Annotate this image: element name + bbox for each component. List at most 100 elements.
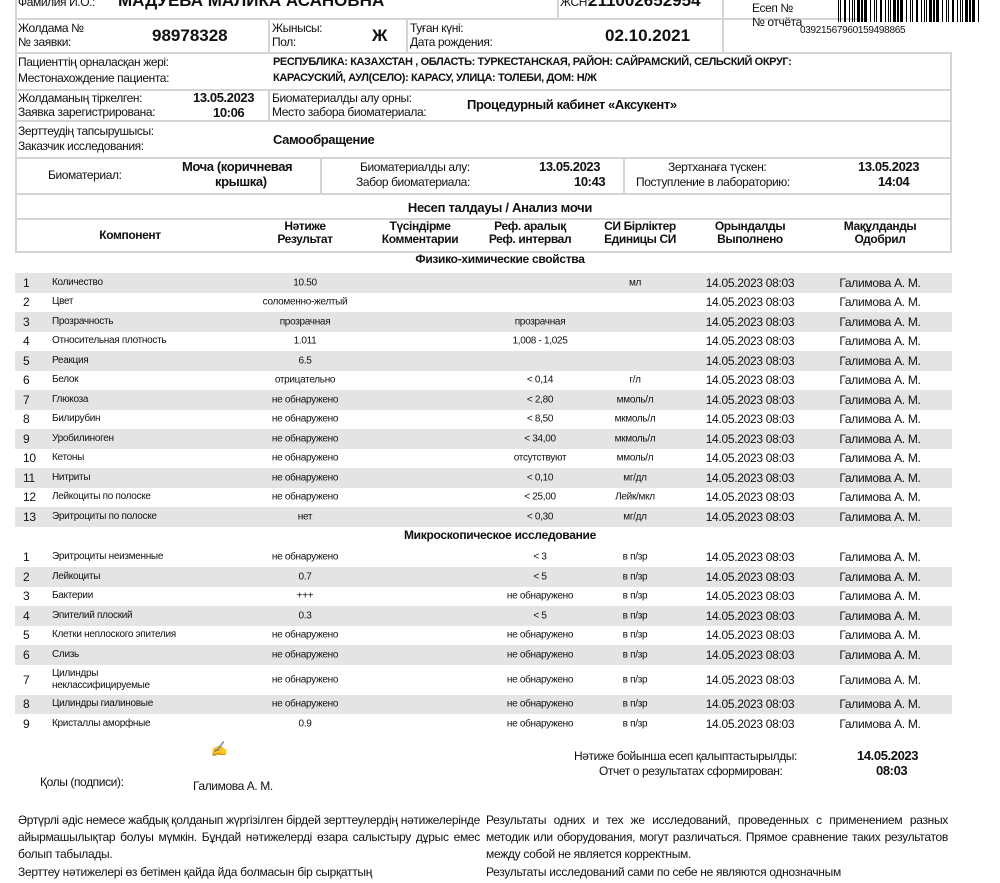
cell-c: Эритроциты по полоске bbox=[52, 510, 157, 522]
formed-label-ru: Отчет о результатах сформирован: bbox=[599, 764, 783, 778]
table-row: 9 Кристаллы аморфные 0.9 не обнаружено в п/з… bbox=[15, 714, 952, 734]
table-row: 7 Глюкоза не обнаружено < 2,80 ммоль/л 14.05.… bbox=[15, 390, 952, 410]
cell-u: мг/дл bbox=[623, 511, 647, 523]
cell-p: Галимова А. М. bbox=[839, 608, 921, 623]
divider bbox=[557, 0, 559, 18]
column-header-ru: Реф. интервал bbox=[488, 232, 572, 246]
barcode-bar bbox=[962, 0, 963, 22]
cell-n: 3 bbox=[23, 589, 30, 604]
cell-n: 6 bbox=[23, 647, 30, 662]
cell-u: в п/зр bbox=[622, 610, 648, 622]
cell-f: < 2,80 bbox=[526, 394, 554, 406]
barcode-bar bbox=[933, 0, 935, 22]
cell-n: 6 bbox=[23, 373, 30, 388]
cell-r: прозрачная bbox=[279, 316, 331, 328]
cell-p: Галимова А. М. bbox=[839, 672, 921, 687]
column-header-kz: Реф. аралық bbox=[494, 219, 566, 233]
barcode-bar bbox=[900, 0, 903, 22]
divider bbox=[722, 0, 724, 52]
column-header-kz: СИ Бірліктер bbox=[604, 219, 676, 233]
place-label-ru: Место забора биоматериала: bbox=[272, 105, 427, 119]
cell-d: 14.05.2023 08:03 bbox=[705, 550, 795, 565]
cell-d: 14.05.2023 08:03 bbox=[705, 334, 795, 349]
cell-u: мл bbox=[628, 277, 642, 289]
divider bbox=[406, 18, 408, 52]
customer-label-ru: Заказчик исследования: bbox=[18, 139, 144, 153]
cell-p: Галимова А. М. bbox=[839, 490, 921, 505]
cell-d: 14.05.2023 08:03 bbox=[705, 412, 795, 427]
barcode-bar bbox=[921, 0, 922, 22]
barcode-bar bbox=[844, 0, 846, 22]
request-label-ru: № заявки: bbox=[18, 35, 71, 49]
cell-d: 14.05.2023 08:03 bbox=[705, 509, 795, 524]
cell-p: Галимова А. М. bbox=[839, 589, 921, 604]
request-label-kz: Жолдама № bbox=[18, 21, 84, 35]
biomaterial-label: Биоматериал: bbox=[48, 168, 122, 182]
table-row: 6 Белок отрицательно < 0,14 г/л 14.05.2023 08… bbox=[15, 371, 952, 391]
table-row: 4 Эпителий плоский 0.3 < 5 в п/зр 14.05.2023 … bbox=[15, 606, 952, 626]
column-header-kz: Нәтиже bbox=[284, 219, 326, 233]
patient-name: МАДУЕВА МАЛИКА АСАНОВНА bbox=[118, 0, 385, 10]
cell-n: 1 bbox=[23, 275, 30, 290]
cell-u: мг/дл bbox=[623, 472, 647, 484]
formed-time: 08:03 bbox=[876, 763, 908, 778]
divider bbox=[268, 18, 270, 52]
table-row: 5 Реакция 6.5 14.05.2023 08:03 Галимова А. М… bbox=[15, 351, 952, 371]
cell-n: 13 bbox=[23, 509, 36, 524]
cell-f: прозрачная bbox=[514, 316, 566, 328]
disclaimer-ru: Результаты одних и тех же исследований, … bbox=[486, 813, 948, 861]
cell-d: 14.05.2023 08:03 bbox=[705, 647, 795, 662]
barcode-bar bbox=[929, 0, 932, 22]
cell-n: 8 bbox=[23, 697, 30, 712]
cell-c: Прозрачность bbox=[52, 315, 114, 327]
divider bbox=[15, 193, 952, 195]
collect-label-ru: Забор биоматериала: bbox=[356, 175, 470, 189]
cell-n: 12 bbox=[23, 490, 36, 505]
barcode-bar bbox=[948, 0, 949, 22]
cell-f: < 0,10 bbox=[526, 472, 554, 484]
barcode-bar bbox=[960, 0, 961, 22]
cell-d: 14.05.2023 08:03 bbox=[705, 672, 795, 687]
cell-d: 14.05.2023 08:03 bbox=[705, 392, 795, 407]
cell-n: 7 bbox=[23, 392, 30, 407]
barcode-bar bbox=[874, 0, 875, 22]
barcode-bar bbox=[952, 0, 954, 22]
cell-c: Цвет bbox=[52, 296, 74, 308]
table-row: 2 Цвет соломенно-желтый 14.05.2023 08:03 Гал… bbox=[15, 293, 952, 313]
barcode-bar bbox=[924, 0, 925, 22]
cell-c: Клетки неплоского эпителия bbox=[52, 629, 176, 641]
barcode-bar bbox=[861, 0, 863, 22]
table-row: 10 Кетоны не обнаружено отсутствуют ммоль/л 1… bbox=[15, 449, 952, 469]
biomaterial-value: Моча (коричневая bbox=[182, 159, 293, 174]
cell-r: 6.5 bbox=[298, 355, 312, 367]
cell-r: не обнаружено bbox=[271, 413, 339, 425]
registered-label-ru: Заявка зарегистрирована: bbox=[18, 105, 156, 119]
cell-n: 9 bbox=[23, 716, 30, 731]
address-line: КАРАСУСКИЙ, АУЛ(СЕЛО): КАРАСУ, УЛИЦА: ТО… bbox=[273, 72, 597, 84]
cell-f: < 5 bbox=[533, 571, 547, 583]
cell-p: Галимова А. М. bbox=[839, 509, 921, 524]
formed-label-kz: Нәтиже бойынша есеп қалыптастырылды: bbox=[574, 749, 797, 763]
lab-date: 13.05.2023 bbox=[858, 159, 920, 174]
cell-u: в п/зр bbox=[622, 571, 648, 583]
cell-p: Галимова А. М. bbox=[839, 628, 921, 643]
cell-n: 11 bbox=[23, 470, 35, 485]
barcode-bar bbox=[876, 0, 877, 22]
table-row: 1 Эритроциты неизменные не обнаружено < 3 в … bbox=[15, 548, 952, 568]
lab-time: 14:04 bbox=[878, 174, 910, 189]
place-label-kz: Биоматериалды алу орны: bbox=[272, 91, 412, 105]
cell-d: 14.05.2023 08:03 bbox=[705, 569, 795, 584]
divider bbox=[15, 157, 952, 159]
table-row: 2 Лейкоциты 0.7 < 5 в п/зр 14.05.2023 08:03 Га… bbox=[15, 567, 952, 587]
table-row: 1 Количество 10.50 мл 14.05.2023 08:03 Галимо… bbox=[15, 273, 952, 293]
divider bbox=[15, 218, 952, 220]
dob-value: 02.10.2021 bbox=[605, 26, 691, 45]
cell-d: 14.05.2023 08:03 bbox=[705, 295, 795, 310]
column-header-ru: Единицы СИ bbox=[604, 232, 676, 246]
sex-label-ru: Пол: bbox=[272, 35, 296, 49]
cell-r: не обнаружено bbox=[271, 433, 339, 445]
barcode-bar bbox=[838, 0, 839, 22]
cell-f: < 25,00 bbox=[524, 491, 556, 503]
section-title: Физико-химические свойства bbox=[415, 252, 585, 266]
table-row: 4 Относительная плотность 1.011 1,008 - 1,0… bbox=[15, 332, 952, 352]
